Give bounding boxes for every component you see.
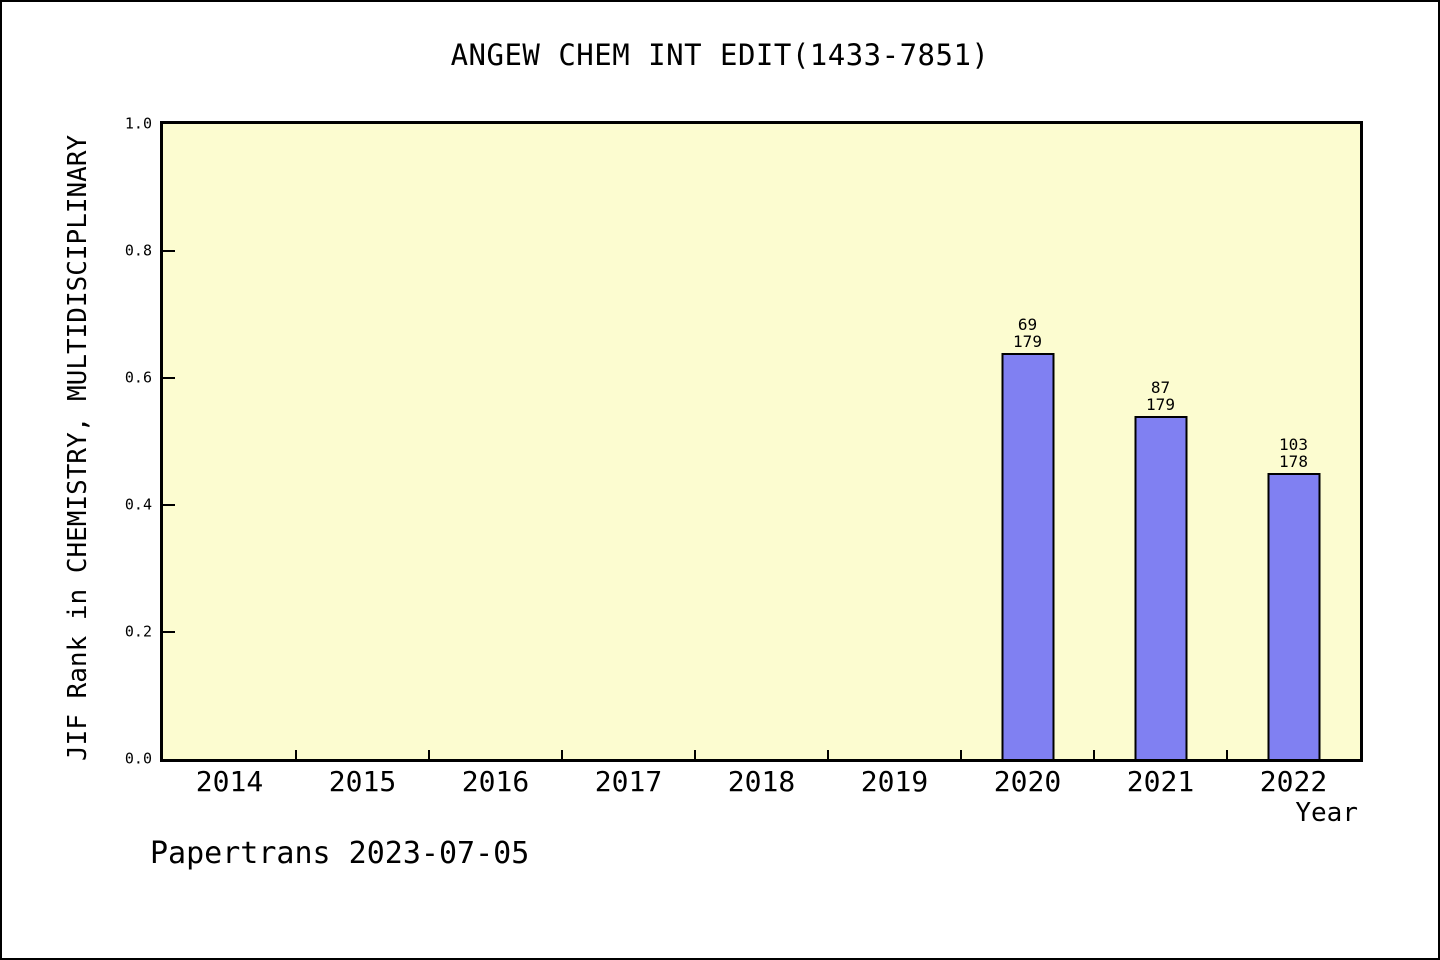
x-tick-label: 2014	[195, 765, 264, 798]
plot-area: 0.0 0.2 0.4 0.6 0.8 1.0 2014 2015 2016 2017 2018 20…	[125, 116, 1363, 796]
bar-value-label: 87 179	[1146, 378, 1175, 415]
x-tick-label: 2021	[1126, 765, 1195, 798]
x-tick-label: 2016	[461, 765, 530, 798]
bar-rank: 87	[1150, 378, 1171, 398]
y-tick-label: 1.0	[124, 114, 152, 133]
bar-rank: 103	[1279, 435, 1308, 455]
y-tick-mark	[163, 377, 175, 379]
x-tick-label: 2018	[727, 765, 796, 798]
bar-total: 179	[1013, 331, 1042, 351]
y-tick-label: 0.6	[124, 368, 152, 387]
footer-note: Papertrans 2023-07-05	[150, 836, 530, 871]
x-tick-label: 2019	[860, 765, 929, 798]
y-tick-mark	[163, 250, 175, 252]
bar-total: 179	[1146, 395, 1175, 415]
x-tick-mark	[693, 750, 696, 759]
x-axis-title: Year	[1295, 798, 1358, 828]
x-tick-mark	[427, 750, 430, 759]
x-tick-mark	[294, 750, 297, 759]
y-tick-label: 0.2	[124, 622, 152, 641]
x-tick-mark	[561, 750, 563, 759]
y-tick-mark	[163, 504, 175, 506]
y-tick-label: 0.0	[124, 749, 152, 768]
bar: 69 179	[1001, 316, 1054, 759]
y-tick-mark	[163, 631, 175, 633]
bar-value-label: 69 179	[1013, 314, 1042, 351]
bar: 103 178	[1267, 436, 1320, 759]
x-tick-mark	[1093, 750, 1095, 759]
y-tick-label: 0.8	[124, 241, 152, 260]
y-axis-title: JIF Rank in CHEMISTRY, MULTIDISCIPLINARY	[63, 134, 93, 761]
chart-title: ANGEW CHEM INT EDIT(1433-7851)	[450, 38, 990, 72]
x-tick-label: 2022	[1259, 765, 1328, 798]
x-tick-label: 2017	[594, 765, 663, 798]
y-tick-label: 0.4	[124, 495, 152, 514]
x-tick-mark	[827, 750, 829, 759]
x-tick-label: 2020	[993, 765, 1062, 798]
bar-rank: 69	[1017, 314, 1038, 334]
x-tick-mark	[1225, 750, 1228, 759]
bar-value-label: 103 178	[1279, 435, 1308, 472]
x-tick-label: 2015	[328, 765, 397, 798]
bar: 87 179	[1134, 379, 1187, 759]
bar-total: 178	[1279, 452, 1308, 472]
x-tick-mark	[960, 750, 962, 759]
